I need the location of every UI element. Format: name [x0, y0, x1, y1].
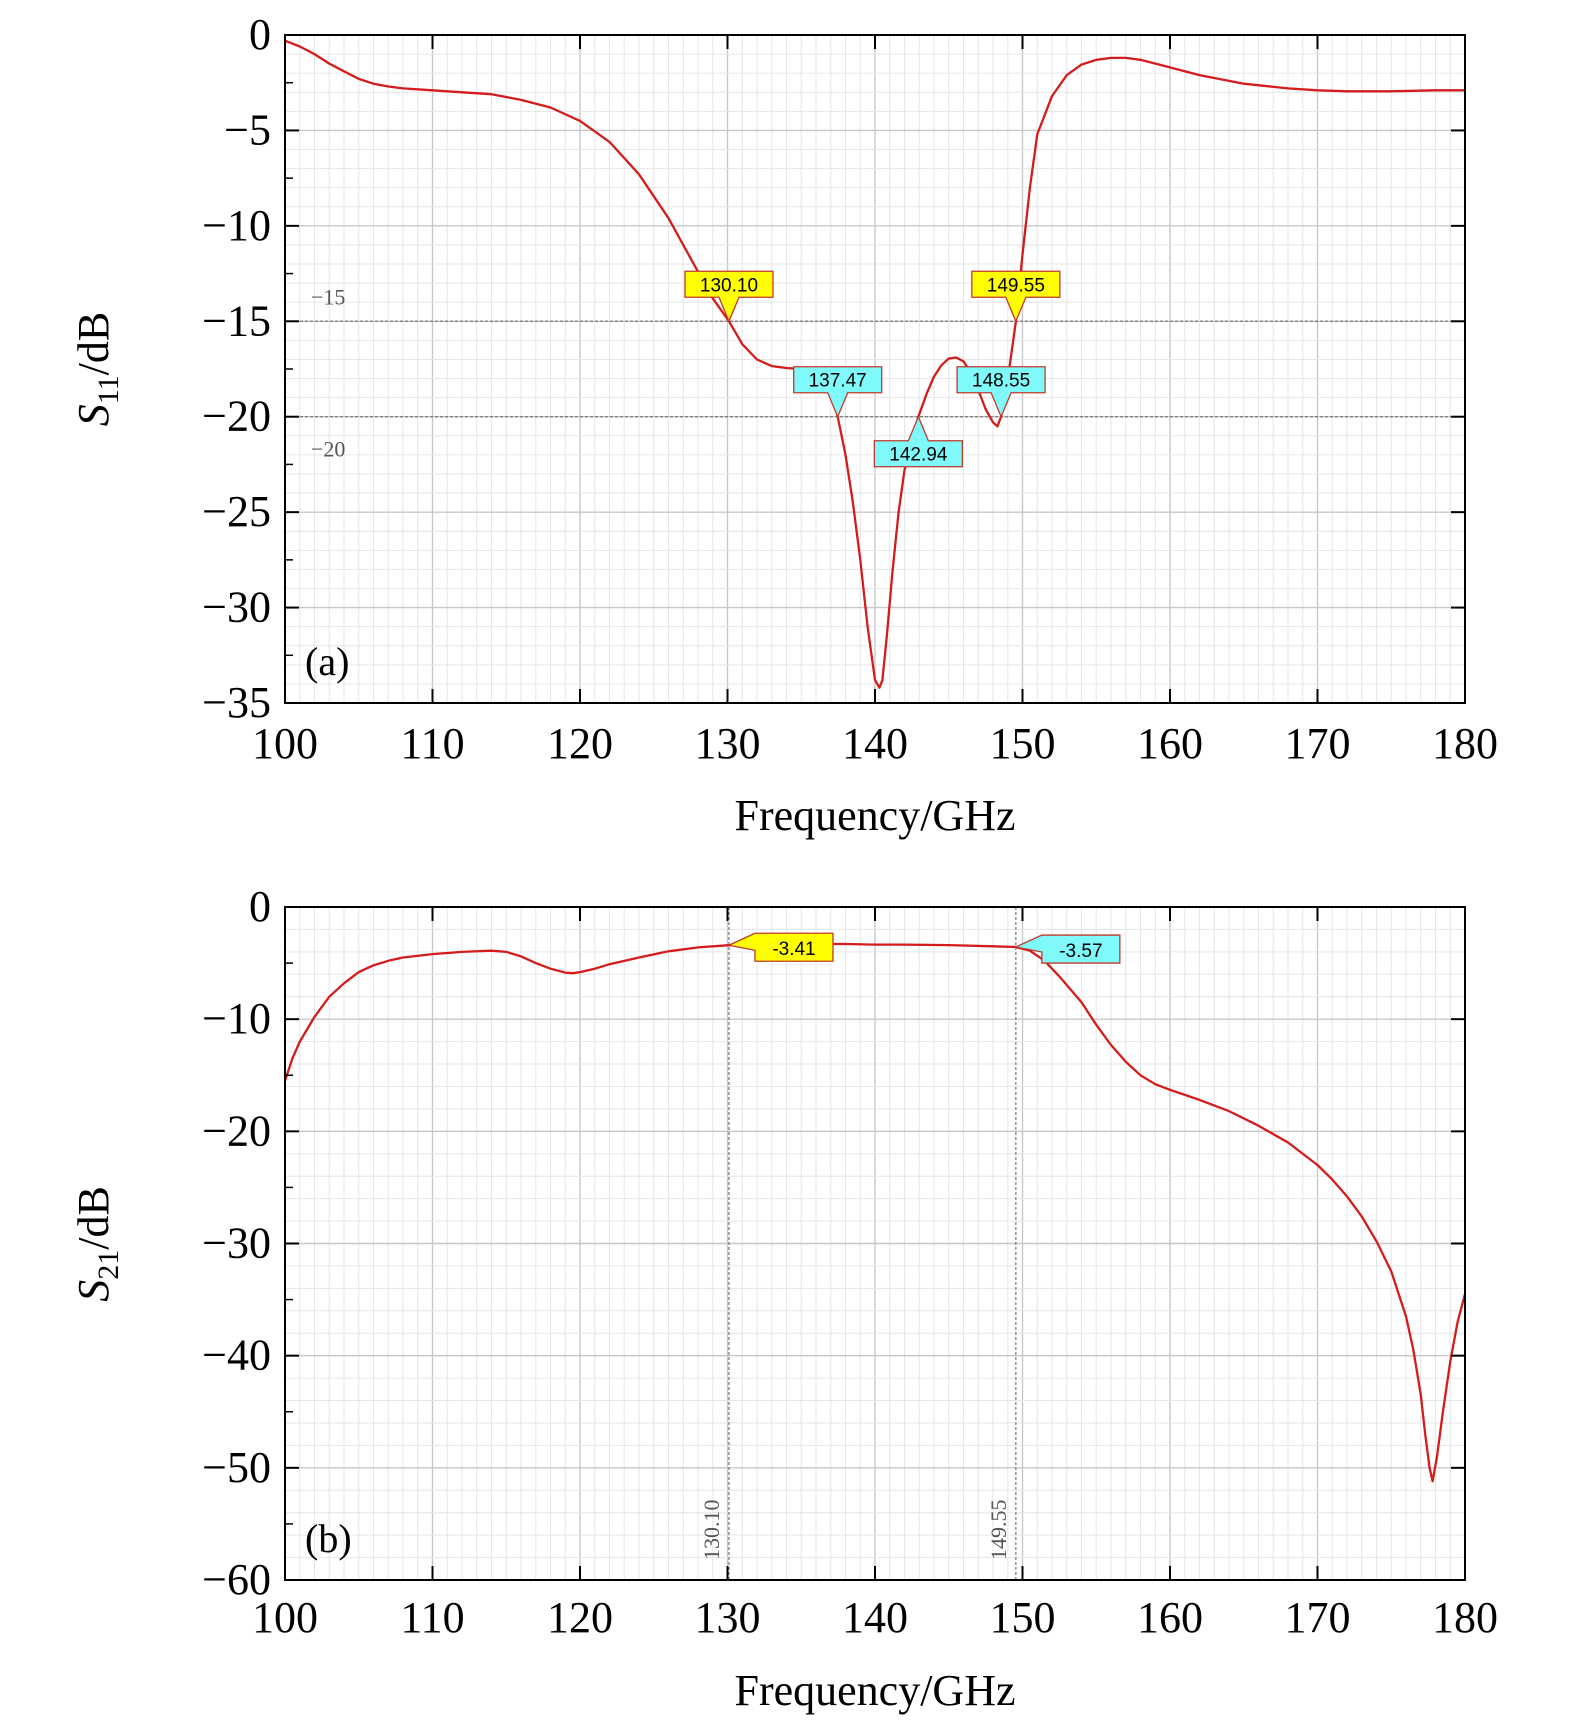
y-axis-label-unit: /dB [69, 312, 118, 376]
y-axis-label: S11/dB [69, 312, 125, 426]
x-tick-label: 150 [990, 1593, 1056, 1642]
x-tick-label: 100 [252, 719, 318, 768]
grid [284, 34, 1466, 704]
y-tick-label: −50 [202, 1443, 271, 1492]
y-tick-label: −30 [202, 1219, 271, 1268]
marker: -3.57 [1013, 934, 1121, 964]
y-axis-label-subscript: 21 [92, 1250, 125, 1280]
panel-b: 130.10 149.55 -3.41 -3.57 100 110 120 130 140 150… [69, 882, 1498, 1715]
grid [284, 906, 1466, 1581]
x-tick-label: 110 [400, 719, 464, 768]
y-tick-label: 0 [249, 10, 271, 59]
panel-a: −15 −20 130.10 137.47 142.94 148.55 149.55 100 1… [69, 10, 1498, 840]
marker-label: 137.47 [809, 371, 867, 392]
y-tick-label: 0 [249, 882, 271, 931]
marker: 148.55 [956, 366, 1046, 419]
x-axis-label: Frequency/GHz [734, 1666, 1015, 1715]
x-tick-label: 120 [547, 1593, 613, 1642]
marker-flag [726, 932, 834, 962]
x-tick-label: 170 [1285, 719, 1351, 768]
marker-label: -3.41 [772, 939, 815, 960]
y-tick-label: −10 [202, 994, 271, 1043]
y-tick-label: −20 [202, 392, 271, 441]
x-tick-label: 130 [695, 1593, 761, 1642]
y-tick-label: −60 [202, 1555, 271, 1604]
y-axis-label-subscript: 11 [92, 375, 125, 404]
x-tick-label: 130 [695, 719, 761, 768]
panel-label: (a) [305, 639, 349, 684]
marker-flag [1013, 934, 1121, 964]
marker-flag [684, 270, 774, 323]
x-tick-label: 140 [842, 719, 908, 768]
panel-label: (b) [305, 1516, 352, 1561]
y-tick-label: −25 [202, 487, 271, 536]
reference-line-label: 149.55 [986, 1500, 1011, 1561]
marker: -3.41 [726, 932, 834, 962]
marker-label: 148.55 [972, 371, 1030, 392]
series-line-s21 [283, 942, 1467, 1483]
y-tick-label: −35 [202, 678, 271, 727]
y-tick-label: −20 [202, 1106, 271, 1155]
marker-label: 142.94 [889, 445, 948, 466]
y-tick-label: −5 [224, 105, 271, 154]
y-axis-label-unit: /dB [69, 1186, 118, 1250]
marker-label: 130.10 [700, 275, 758, 296]
x-tick-label: 160 [1137, 719, 1203, 768]
y-tick-label: −40 [202, 1331, 271, 1380]
marker: 137.47 [793, 366, 883, 419]
y-axis-label-symbol: S [69, 404, 118, 426]
marker-flag [956, 366, 1046, 419]
x-tick-label: 180 [1432, 719, 1498, 768]
x-tick-label: 120 [547, 719, 613, 768]
x-tick-label: 180 [1432, 1593, 1498, 1642]
x-tick-label: 140 [842, 1593, 908, 1642]
marker-label: 149.55 [987, 275, 1045, 296]
series-line-s11 [284, 39, 1465, 689]
x-axis-label: Frequency/GHz [734, 791, 1015, 840]
reference-line-label: −20 [311, 437, 345, 462]
y-tick-label: −30 [202, 583, 271, 632]
x-tick-label: 150 [990, 719, 1056, 768]
x-tick-label: 170 [1285, 1593, 1351, 1642]
x-tick-label: 110 [400, 1593, 464, 1642]
reference-line-label: −15 [311, 284, 345, 309]
y-tick-label: −15 [202, 296, 271, 345]
marker-label: -3.57 [1059, 941, 1102, 962]
marker-flag [873, 415, 964, 468]
marker-flag [793, 366, 883, 419]
marker-flag [971, 270, 1061, 323]
x-tick-label: 160 [1137, 1593, 1203, 1642]
marker: 149.55 [971, 270, 1061, 323]
marker: 142.94 [873, 415, 964, 468]
y-axis-label: S21/dB [69, 1186, 125, 1302]
y-axis-label-symbol: S [69, 1280, 118, 1302]
marker: 130.10 [684, 270, 774, 323]
y-tick-label: −10 [202, 201, 271, 250]
x-tick-label: 100 [252, 1593, 318, 1642]
reference-line-label: 130.10 [699, 1500, 724, 1561]
